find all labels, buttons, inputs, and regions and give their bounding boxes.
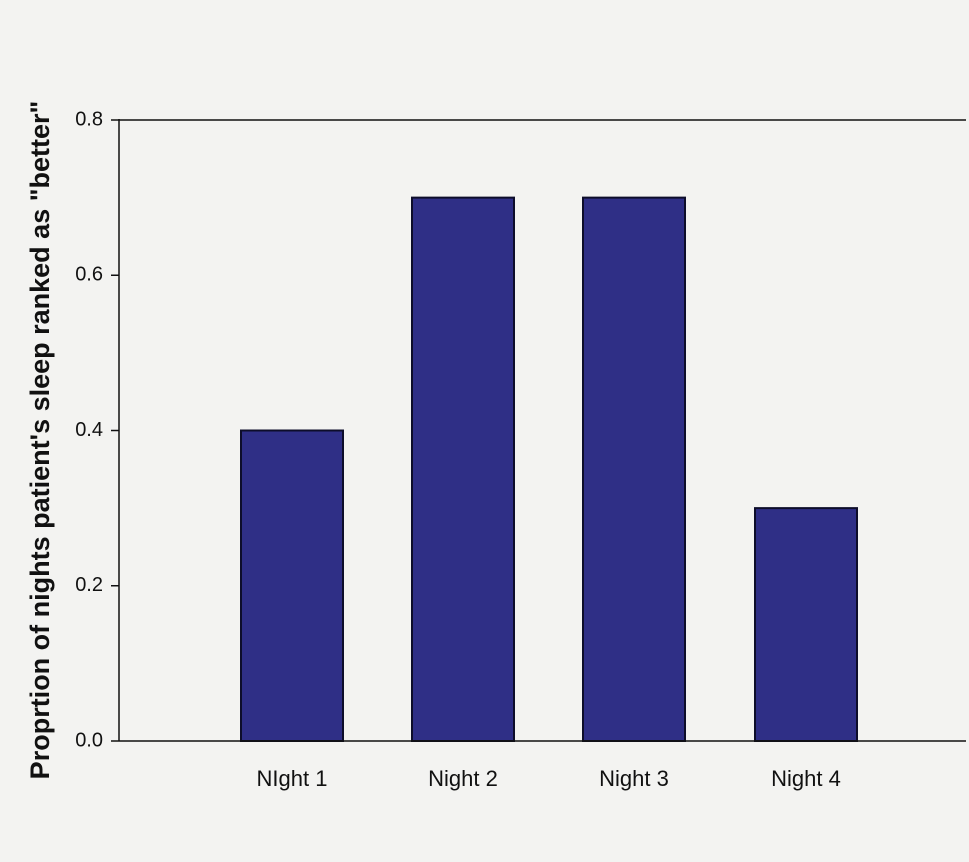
y-tick-label-4: 0.8 <box>75 108 103 130</box>
x-category-label-2: Night 2 <box>428 766 498 791</box>
bars-group <box>240 196 858 742</box>
bar-4 <box>754 507 858 742</box>
x-labels-group: NIght 1 Night 2 Night 3 Night 4 <box>257 766 841 791</box>
x-category-label-3: Night 3 <box>599 766 669 791</box>
y-axis-label-group: Proprtion of nights patient's sleep rank… <box>25 101 55 780</box>
bar-2 <box>411 196 515 742</box>
y-ticks-group: 0.0 0.2 0.4 0.6 0.8 <box>75 108 119 751</box>
y-tick-label-1: 0.2 <box>75 574 103 596</box>
y-tick-label-2: 0.4 <box>75 419 103 441</box>
y-tick-label-0: 0.0 <box>75 729 103 751</box>
x-category-label-1: NIght 1 <box>257 766 328 791</box>
y-tick-label-3: 0.6 <box>75 264 103 286</box>
bar-3 <box>582 196 686 742</box>
x-category-label-4: Night 4 <box>771 766 841 791</box>
y-axis-label: Proprtion of nights patient's sleep rank… <box>25 101 55 780</box>
bar-1 <box>240 429 344 742</box>
